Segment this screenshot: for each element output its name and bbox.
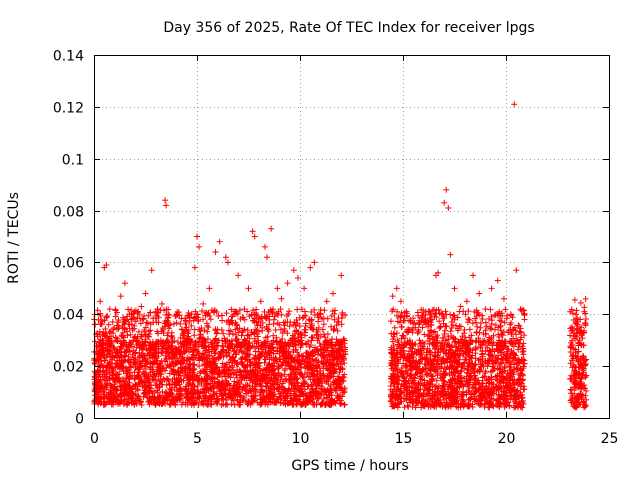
band-point (119, 333, 126, 340)
band-point (521, 310, 528, 317)
band-point (320, 321, 327, 328)
band-point (338, 315, 345, 322)
band-point (284, 312, 291, 319)
band-point (333, 322, 340, 329)
band-point (147, 327, 154, 334)
band-point (414, 330, 421, 337)
band-point (301, 326, 308, 333)
band-point (473, 319, 480, 326)
band-point (567, 386, 574, 393)
band-point (104, 312, 111, 319)
band-point (191, 332, 198, 339)
band-point (315, 318, 322, 325)
band-point (502, 306, 509, 313)
band-point (94, 307, 101, 314)
band-point (115, 325, 122, 332)
band-point (238, 332, 245, 339)
band-point (443, 323, 450, 330)
band-point (204, 328, 211, 335)
band-point (571, 296, 578, 303)
band-point (105, 321, 112, 328)
band-point (437, 324, 444, 331)
band-point (174, 339, 181, 346)
band-point (569, 310, 576, 317)
band-point (281, 322, 288, 329)
band-point (170, 320, 177, 327)
band-point (447, 311, 454, 318)
band-point (188, 322, 195, 329)
band-point (465, 308, 472, 315)
band-point (207, 316, 214, 323)
band-point (106, 306, 113, 313)
band-point (92, 321, 99, 328)
band-point (165, 329, 172, 336)
band-point (430, 336, 437, 343)
band-point (294, 306, 301, 313)
band-point (264, 326, 271, 333)
band-point (474, 323, 481, 330)
band-point (466, 326, 473, 333)
band-point (218, 327, 225, 334)
band-point (300, 314, 307, 321)
band-point (140, 315, 147, 322)
band-point (387, 318, 394, 325)
band-point (212, 336, 219, 343)
band-point (487, 306, 494, 313)
band-point (143, 319, 150, 326)
band-point (112, 313, 119, 320)
band-point (137, 320, 144, 327)
band-point (324, 315, 331, 322)
band-point (215, 313, 222, 320)
band-point (228, 401, 235, 408)
band-point (498, 318, 505, 325)
band-point (389, 338, 396, 345)
band-point (272, 326, 279, 333)
band-point (317, 367, 324, 374)
band-point (577, 299, 584, 306)
band-point (212, 349, 219, 356)
band-point (431, 353, 438, 360)
chart-title: Day 356 of 2025, Rate Of TEC Index for r… (163, 20, 534, 36)
band-point (254, 399, 261, 406)
band-point (337, 400, 344, 407)
band-point (278, 311, 285, 318)
band-point (521, 357, 528, 364)
band-point (238, 355, 245, 362)
band-point (198, 307, 205, 314)
band-point (177, 320, 184, 327)
band-point (220, 330, 227, 337)
band-point (197, 328, 204, 335)
band-point (194, 382, 201, 389)
band-point (173, 319, 180, 326)
band-point (471, 369, 478, 376)
band-point (92, 338, 99, 345)
band-point (309, 334, 316, 341)
band-point (205, 324, 212, 331)
data-points (91, 101, 590, 411)
band-point (253, 306, 260, 313)
grid-lines (94, 55, 609, 418)
band-point (322, 334, 329, 341)
band-point (520, 348, 527, 355)
band-point (309, 334, 316, 341)
band-point (269, 344, 276, 351)
band-point (482, 319, 489, 326)
band-point (293, 317, 300, 324)
band-point (109, 318, 116, 325)
band-point (449, 322, 456, 329)
band-point (391, 324, 398, 331)
band-point (461, 326, 468, 333)
band-point (479, 312, 486, 319)
band-point (195, 318, 202, 325)
band-point (277, 326, 284, 333)
band-point (125, 306, 132, 313)
band-point (488, 317, 495, 324)
band-point (433, 333, 440, 340)
